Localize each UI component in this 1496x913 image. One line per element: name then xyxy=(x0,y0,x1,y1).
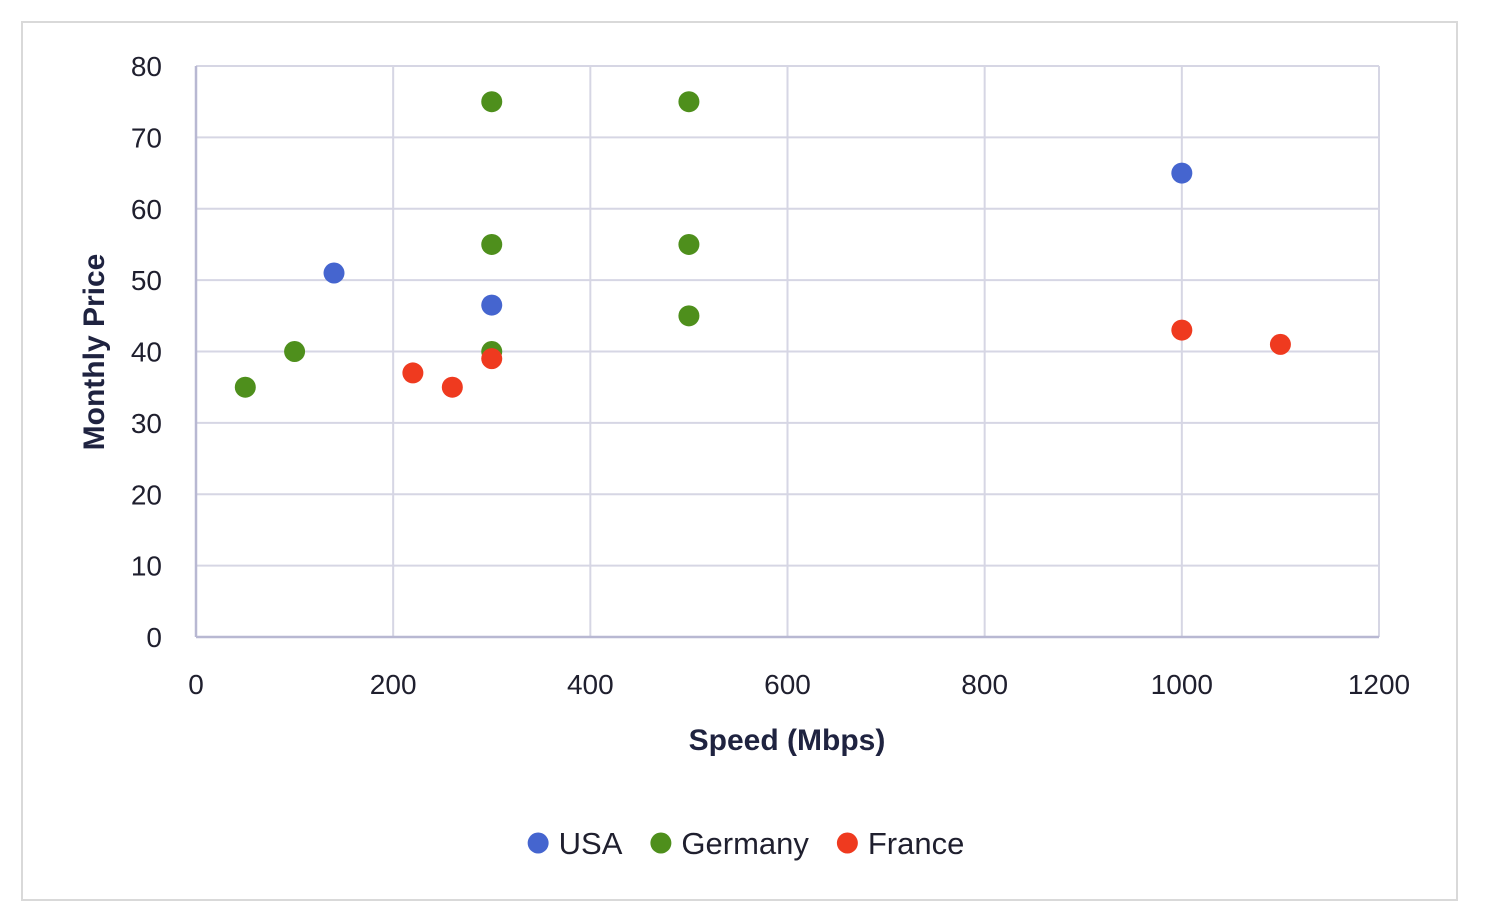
x-tick-label: 400 xyxy=(567,669,614,700)
y-tick-label: 60 xyxy=(131,194,162,225)
y-tick-label: 10 xyxy=(131,551,162,582)
data-point-germany xyxy=(678,233,700,255)
data-point-germany xyxy=(678,91,700,113)
data-point-germany xyxy=(481,91,503,113)
y-tick-label: 0 xyxy=(146,622,162,653)
data-point-usa xyxy=(323,262,345,284)
legend-marker-germany xyxy=(650,832,672,854)
y-tick-label: 30 xyxy=(131,408,162,439)
x-tick-label: 1200 xyxy=(1348,669,1410,700)
axes xyxy=(194,66,1379,639)
y-tick-label: 50 xyxy=(131,265,162,296)
data-point-germany xyxy=(678,305,700,327)
grid-lines xyxy=(196,65,1380,637)
data-point-france xyxy=(441,376,463,398)
x-axis-title: Speed (Mbps) xyxy=(689,724,886,757)
data-point-usa xyxy=(481,294,503,316)
data-point-france xyxy=(1269,333,1291,355)
legend-label-germany: Germany xyxy=(681,826,809,861)
x-tick-label: 200 xyxy=(370,669,417,700)
x-tick-label: 1000 xyxy=(1151,669,1213,700)
y-tick-label: 40 xyxy=(131,337,162,368)
x-tick-label: 600 xyxy=(764,669,811,700)
data-point-france xyxy=(402,362,424,384)
chart-frame xyxy=(21,21,1458,901)
data-point-france xyxy=(481,348,503,370)
data-points xyxy=(234,91,1291,398)
legend-label-usa: USA xyxy=(559,826,623,861)
y-tick-label: 70 xyxy=(131,122,162,153)
data-point-usa xyxy=(1171,162,1193,184)
data-point-germany xyxy=(234,376,256,398)
legend-label-france: France xyxy=(868,826,964,861)
data-point-germany xyxy=(284,341,306,362)
y-tick-label: 80 xyxy=(131,51,162,82)
legend-marker-usa xyxy=(527,832,549,854)
y-tick-label: 20 xyxy=(131,479,162,510)
x-tick-label: 800 xyxy=(961,669,1008,700)
data-point-germany xyxy=(481,233,503,255)
legend: USA Germany France xyxy=(527,826,964,861)
x-tick-label: 0 xyxy=(188,669,204,700)
data-point-france xyxy=(1171,319,1193,341)
legend-marker-france xyxy=(836,832,858,854)
y-axis-title: Monthly Price xyxy=(78,254,111,451)
